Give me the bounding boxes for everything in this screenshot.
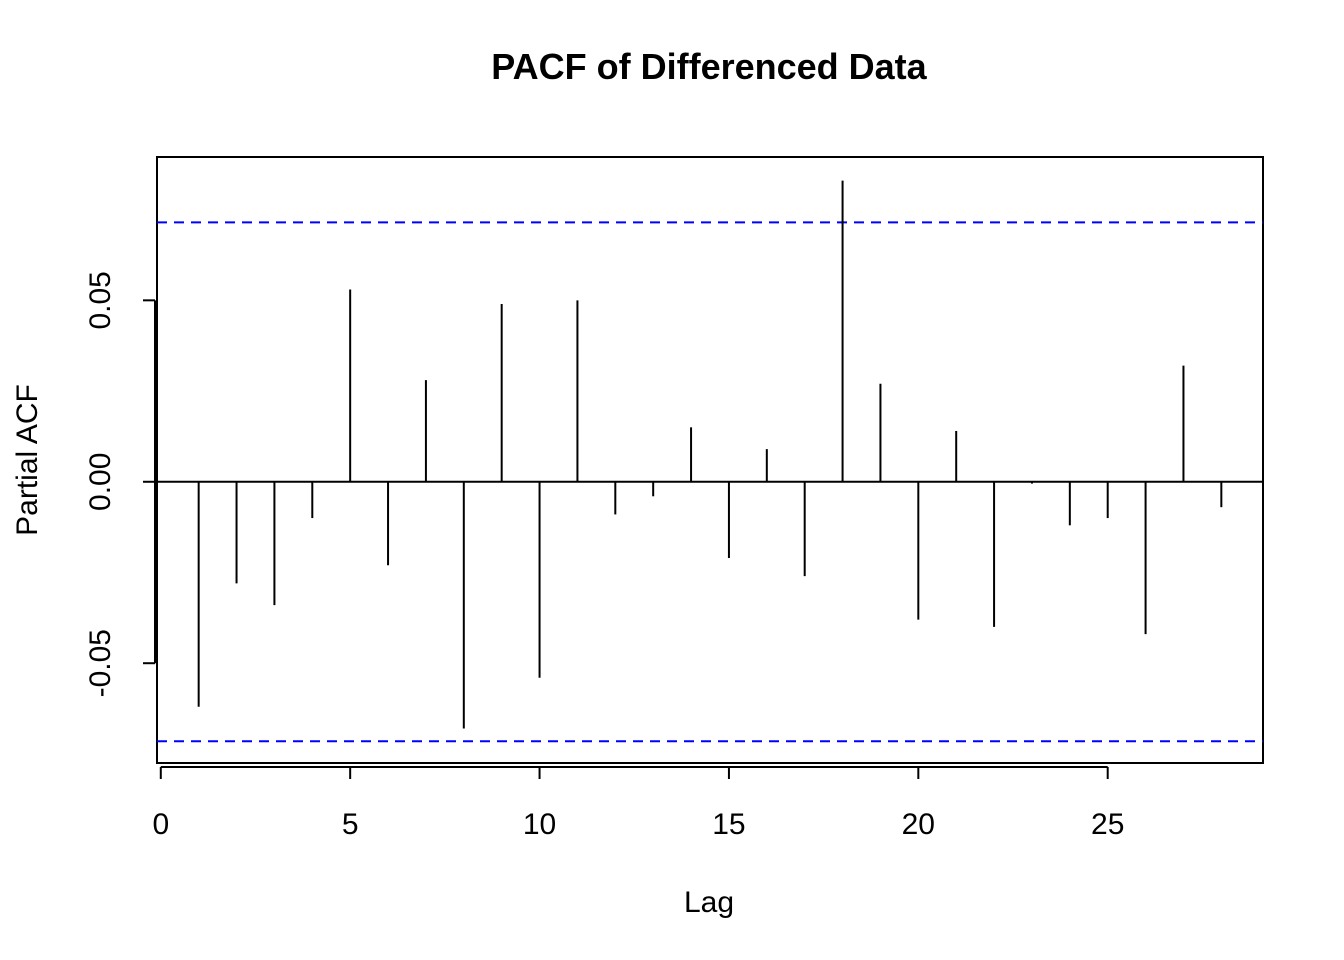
chart-marks (157, 180, 1263, 743)
y-tick-label--0.05: -0.05 (84, 629, 117, 697)
plot-frame (156, 156, 1264, 764)
y-axis-label: Partial ACF (11, 384, 44, 536)
chart-axes: 0 5 10 15 20 25 -0.05 0.00 0.05 (84, 271, 1124, 841)
y-tick-label-0.00: 0.00 (84, 453, 117, 511)
x-tick-label-20: 20 (902, 808, 935, 841)
x-tick-label-0: 0 (152, 808, 169, 841)
x-tick-label-25: 25 (1091, 808, 1124, 841)
x-tick-label-15: 15 (712, 808, 745, 841)
x-tick-label-5: 5 (342, 808, 359, 841)
y-tick-label-0.05: 0.05 (84, 271, 117, 329)
x-tick-label-10: 10 (523, 808, 556, 841)
chart-title: PACF of Differenced Data (491, 46, 927, 87)
x-axis-label: Lag (684, 886, 734, 919)
